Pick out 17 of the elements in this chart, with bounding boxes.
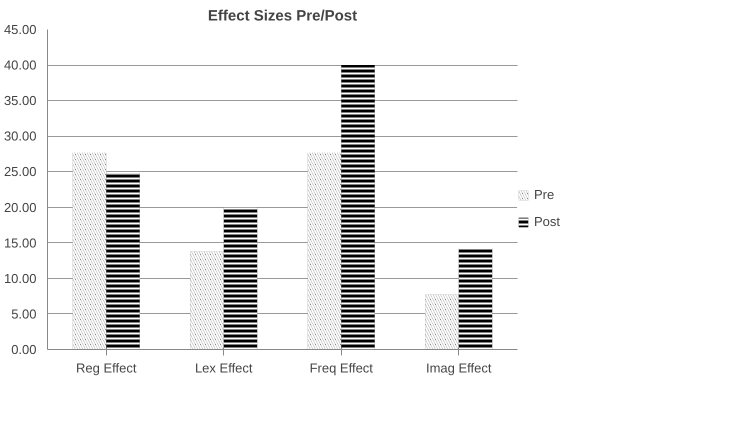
y-tick-label: 25.00 (4, 164, 37, 180)
x-tick-label: Freq Effect (310, 360, 374, 376)
y-tick-label: 45.00 (4, 22, 37, 37)
y-tick-label: 5.00 (11, 306, 37, 322)
y-tick-label: 35.00 (4, 93, 37, 108)
y-tick-label: 30.00 (4, 128, 37, 144)
chart-title: Effect Sizes Pre/Post (208, 8, 358, 24)
x-tick-label: Reg Effect (76, 360, 137, 376)
y-tick-label: 15.00 (4, 235, 37, 250)
x-tick-label: Imag Effect (426, 360, 492, 376)
legend-label: Post (534, 214, 560, 229)
y-tick-label: 40.00 (4, 58, 37, 73)
x-tick-label: Lex Effect (194, 360, 253, 376)
y-tick-label: 20.00 (4, 200, 37, 215)
legend-label: Pre (534, 187, 554, 202)
y-tick-label: 10.00 (4, 270, 37, 286)
y-tick-label: 0.00 (11, 342, 37, 357)
